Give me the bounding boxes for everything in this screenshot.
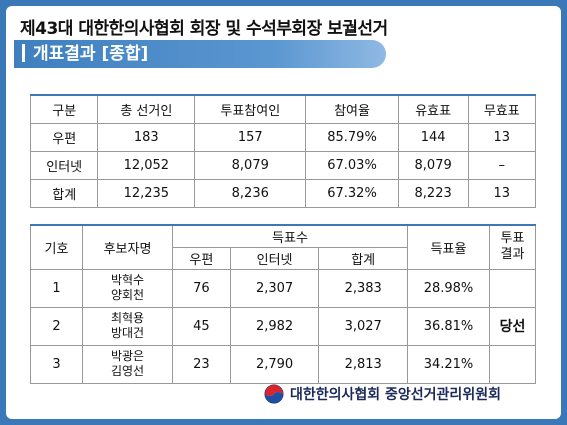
number-header: 기호: [30, 224, 83, 270]
slide-body: 제43대 대한한의사협회 회장 및 수석부회장 보궐선거 개표결과 [종합] 구…: [6, 6, 561, 419]
vote-rate: 36.81%: [407, 306, 490, 346]
turnout-cell: 67.03%: [305, 150, 399, 180]
mail-votes: 76: [172, 268, 231, 308]
turnout-cell: 8,079: [397, 150, 469, 180]
table-row: 인터넷 12,052 8,079 67.03% 8,079 –: [29, 150, 537, 180]
rate-header: 득표율: [407, 224, 490, 270]
candidate-number: 3: [30, 344, 83, 384]
internet-header: 인터넷: [229, 246, 320, 270]
table-row: 합계 12,235 8,236 67.32% 8,223 13: [29, 178, 537, 208]
results-header-row: 기호 후보자명 득표수 득표율 투표결과: [30, 224, 536, 270]
table-row: 2 최혁용 방대건 45 2,982 3,027 36.81% 당선: [30, 306, 536, 346]
candidate-name: 박광은: [110, 349, 145, 363]
turnout-header: 무효표: [467, 94, 537, 124]
turnout-cell: 합계: [29, 178, 99, 208]
turnout-cell: 12,235: [97, 178, 196, 208]
turnout-table: 구분 총 선거인 투표참여인 참여율 유효표 무효표 우편 183 157 85…: [29, 94, 537, 208]
turnout-cell: 67.32%: [305, 178, 399, 208]
section-header: 개표결과 [종합]: [14, 40, 386, 68]
total-votes: 2,383: [318, 268, 408, 308]
candidate-name: 최혁용: [110, 311, 145, 325]
results-table: 기호 후보자명 득표수 득표율 투표결과 우편 인터넷 합계 1 박혁수 양회천 …: [30, 224, 536, 384]
candidate-name: 박혁수: [110, 273, 145, 287]
candidate-name: 김영선: [110, 364, 145, 378]
internet-votes: 2,307: [229, 268, 320, 308]
internet-votes: 2,982: [229, 306, 320, 346]
total-votes: 3,027: [318, 306, 408, 346]
turnout-cell: 13: [467, 178, 537, 208]
turnout-header: 참여율: [305, 94, 399, 124]
turnout-header: 투표참여인: [194, 94, 307, 124]
turnout-cell: 12,052: [97, 150, 196, 180]
table-row: 1 박혁수 양회천 76 2,307 2,383 28.98%: [30, 268, 536, 308]
total-votes: 2,813: [318, 344, 408, 384]
internet-votes: 2,790: [229, 344, 320, 384]
turnout-cell: 우편: [29, 122, 99, 152]
turnout-cell: 157: [194, 122, 307, 152]
turnout-header: 총 선거인: [97, 94, 196, 124]
turnout-cell: 인터넷: [29, 150, 99, 180]
turnout-header: 유효표: [397, 94, 469, 124]
association-logo-icon: [264, 384, 284, 404]
total-header: 합계: [318, 246, 408, 270]
section-title: 개표결과 [종합]: [33, 44, 149, 64]
vote-result: 당선: [489, 306, 536, 346]
candidate-number: 1: [30, 268, 83, 308]
mail-header: 우편: [172, 246, 231, 270]
result-header: 투표결과: [489, 224, 536, 270]
turnout-cell: 8,079: [194, 150, 307, 180]
votes-header: 득표수: [172, 224, 408, 248]
turnout-cell: 85.79%: [305, 122, 399, 152]
results-subheader-row: 우편 인터넷 합계: [31, 246, 536, 270]
turnout-cell: 8,223: [397, 178, 469, 208]
mail-votes: 45: [172, 306, 231, 346]
turnout-cell: 8,236: [194, 178, 307, 208]
vote-rate: 28.98%: [407, 268, 490, 308]
table-row: 3 박광은 김영선 23 2,790 2,813 34.21%: [30, 344, 536, 384]
turnout-header-row: 구분 총 선거인 투표참여인 참여율 유효표 무효표: [29, 94, 537, 124]
candidate-header: 후보자명: [82, 224, 173, 270]
candidate-names: 최혁용 방대건: [82, 306, 173, 346]
result-header-label: 투표결과: [500, 231, 525, 263]
candidate-names: 박혁수 양회천: [82, 268, 173, 308]
vote-result: [489, 344, 536, 384]
candidate-name: 양회천: [110, 288, 145, 302]
turnout-cell: –: [467, 150, 537, 180]
page-title: 제43대 대한한의사협회 회장 및 수석부회장 보궐선거: [20, 19, 388, 39]
footer: 대한한의사협회 중앙선거관리위원회: [264, 384, 501, 404]
candidate-number: 2: [30, 306, 83, 346]
candidate-names: 박광은 김영선: [82, 344, 173, 384]
candidate-name: 방대건: [110, 326, 145, 340]
vote-result: [489, 268, 536, 308]
section-marker: [22, 44, 25, 62]
table-row: 우편 183 157 85.79% 144 13: [29, 122, 537, 152]
turnout-cell: 144: [397, 122, 469, 152]
mail-votes: 23: [172, 344, 231, 384]
footer-text: 대한한의사협회 중앙선거관리위원회: [290, 387, 501, 403]
vote-rate: 34.21%: [407, 344, 490, 384]
turnout-cell: 13: [467, 122, 537, 152]
turnout-cell: 183: [97, 122, 196, 152]
turnout-header: 구분: [29, 94, 99, 124]
